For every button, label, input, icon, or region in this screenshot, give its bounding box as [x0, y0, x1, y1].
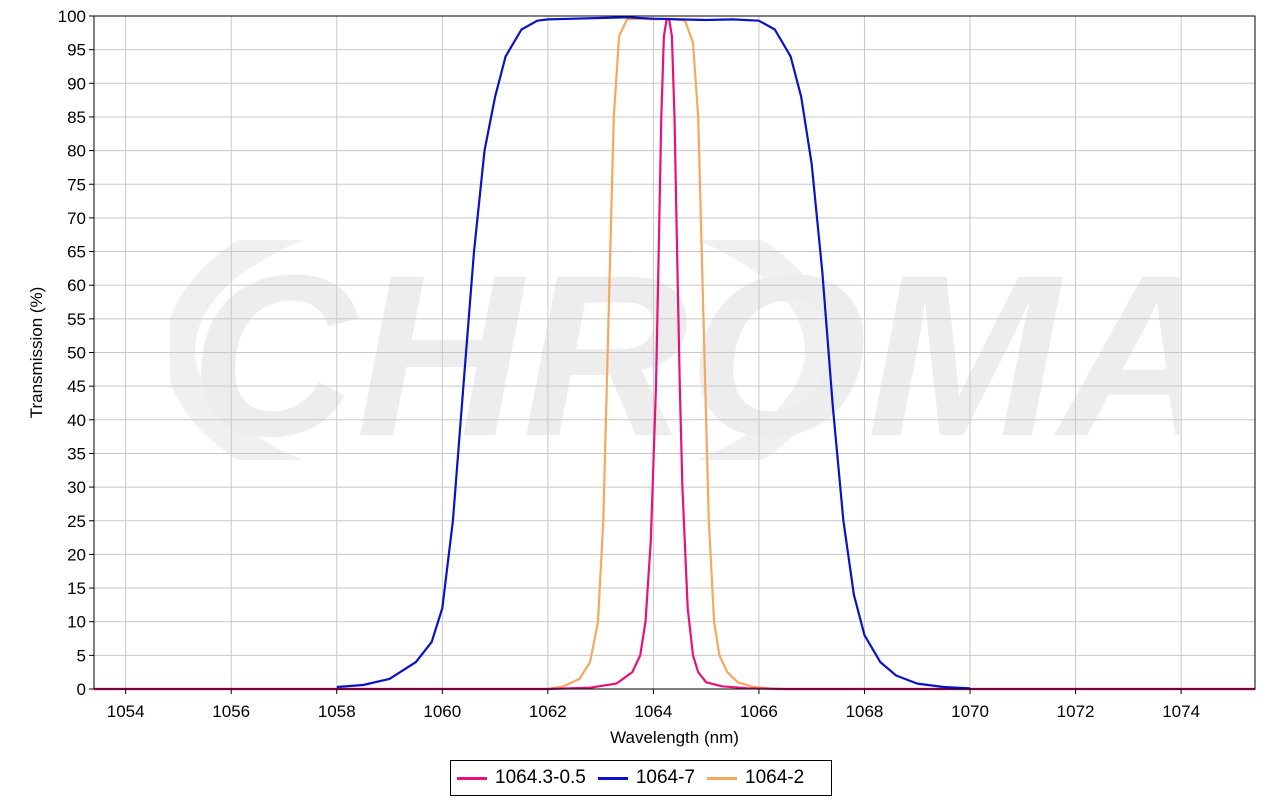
y-tick-label: 5 — [77, 646, 86, 665]
grid — [94, 15, 1255, 690]
y-tick-label: 25 — [67, 512, 86, 531]
y-tick-label: 95 — [67, 41, 86, 60]
y-tick-label: 90 — [67, 74, 86, 93]
x-tick-label: 1070 — [951, 702, 989, 721]
x-tick-label: 1056 — [212, 702, 250, 721]
y-tick-label: 60 — [67, 276, 86, 295]
legend-item: 1064-2 — [707, 767, 804, 789]
legend-item: 1064-7 — [597, 767, 696, 789]
y-tick-label: 75 — [67, 175, 86, 194]
x-tick-label: 1072 — [1057, 702, 1095, 721]
axes: 1054 1056 1058 1060 1062 1064 1066 1068 1070 1072… — [58, 7, 1200, 721]
y-tick-label: 80 — [67, 142, 86, 161]
x-tick-label: 1062 — [529, 702, 567, 721]
legend-swatch — [597, 776, 628, 780]
x-tick-label: 1068 — [846, 702, 884, 721]
legend-label: 1064-7 — [635, 767, 696, 788]
x-tick-label: 1054 — [107, 702, 145, 721]
legend-item: 1064.3-0.5 — [457, 767, 586, 789]
x-tick-label: 1064 — [634, 702, 672, 721]
y-tick-label: 85 — [67, 108, 86, 127]
y-tick-label: 70 — [67, 209, 86, 228]
transmission-chart: 1054 1056 1058 1060 1062 1064 1066 1068 1070 1072… — [27, 7, 1256, 747]
x-axis-title: Wavelength (nm) — [610, 728, 739, 747]
y-tick-label: 35 — [67, 444, 86, 463]
y-tick-label: 45 — [67, 377, 86, 396]
y-tick-label: 0 — [77, 680, 86, 699]
series-layer — [94, 16, 1255, 691]
y-tick-label: 30 — [67, 478, 86, 497]
y-tick-label: 100 — [58, 7, 86, 26]
series-line-1064.3-0.5 — [94, 18, 1255, 691]
x-tick-label: 1066 — [740, 702, 778, 721]
series-line-1064-7 — [336, 16, 971, 690]
legend-swatch — [707, 776, 738, 780]
y-tick-label: 50 — [67, 344, 86, 363]
legend-label: 1064-2 — [745, 767, 805, 788]
legend: 1064.3-0.5 1064-7 1064-2 — [450, 760, 832, 796]
y-axis-title: Transmission (%) — [27, 287, 46, 419]
y-tick-label: 55 — [67, 310, 86, 329]
y-tick-label: 65 — [67, 243, 86, 262]
y-tick-label: 15 — [67, 579, 86, 598]
legend-label: 1064.3-0.5 — [495, 767, 586, 788]
x-tick-label: 1058 — [318, 702, 356, 721]
x-tick-label: 1060 — [423, 702, 461, 721]
y-tick-label: 20 — [67, 545, 86, 564]
y-tick-label: 40 — [67, 411, 86, 430]
x-tick-label: 1074 — [1162, 702, 1200, 721]
legend-swatch — [457, 776, 487, 780]
y-tick-label: 10 — [67, 613, 86, 632]
